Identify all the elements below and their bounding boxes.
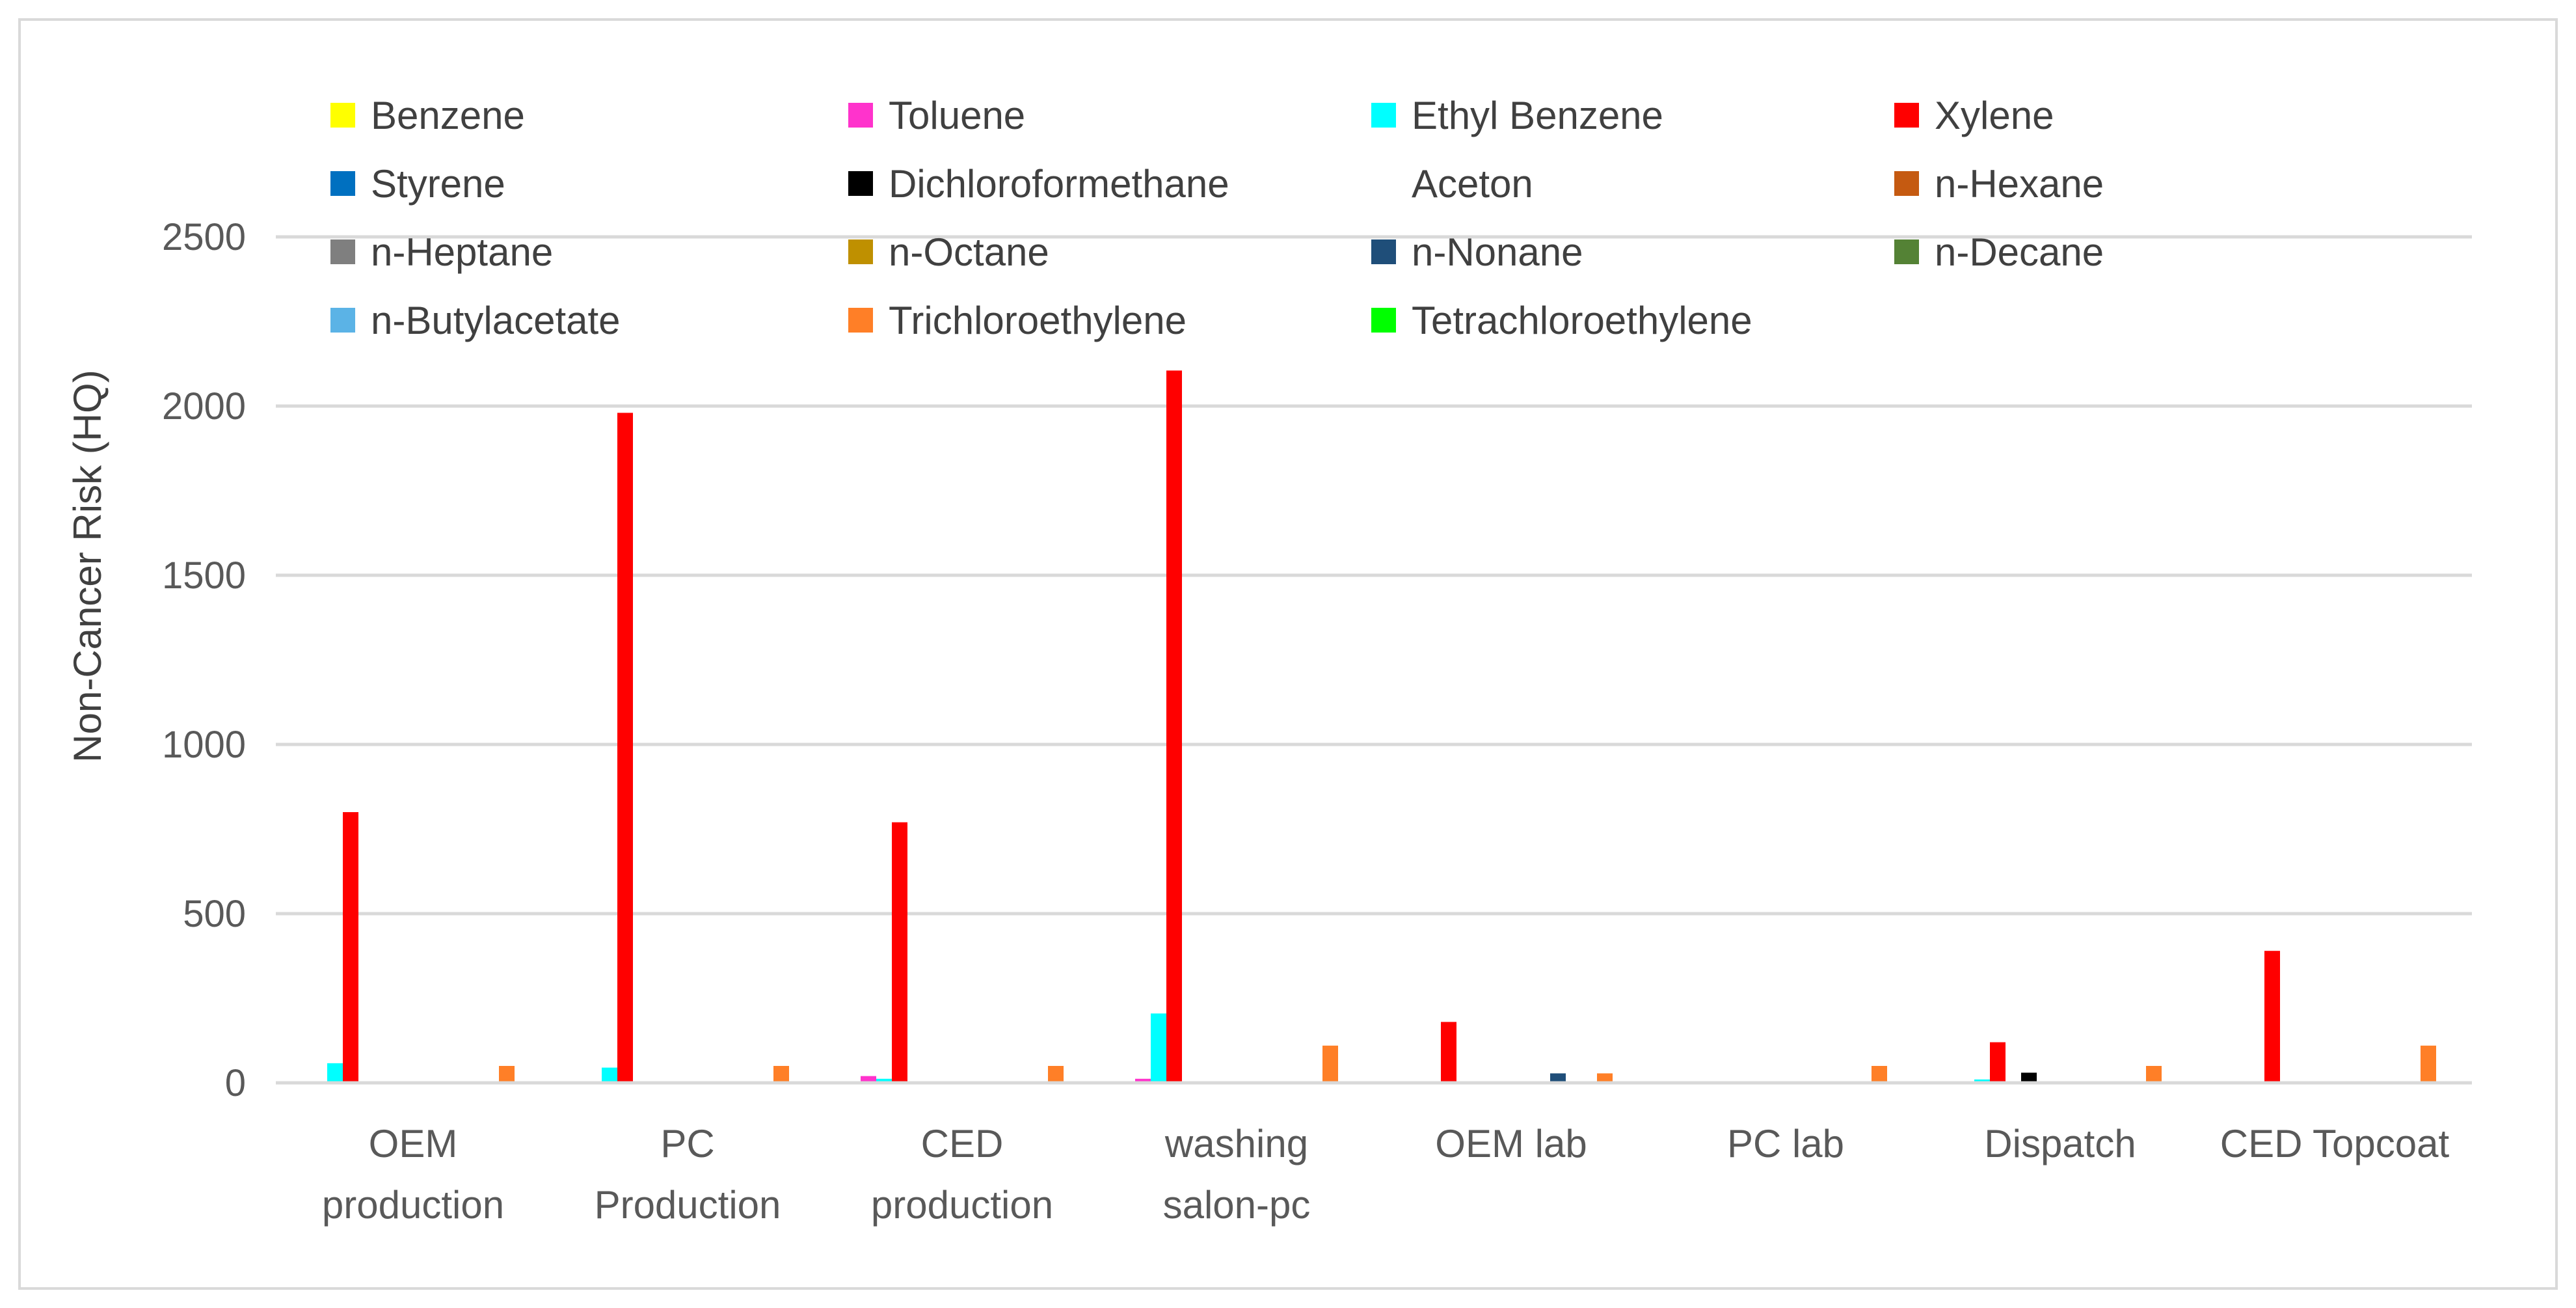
x-axis-category-labels: OEM production PC Production CED production wa… <box>322 1122 2450 1227</box>
y-axis-ticks: 0 500 1000 1500 2000 2500 <box>162 216 246 1104</box>
legend-swatch <box>1894 239 1919 264</box>
x-category-label: production <box>871 1183 1053 1227</box>
bars <box>327 370 2436 1083</box>
bar-ethyl-benzene <box>327 1063 343 1083</box>
bar-toluene <box>861 1076 876 1083</box>
bar-xylene <box>343 812 358 1083</box>
legend-swatch <box>330 171 355 196</box>
x-category-label: PC lab <box>1727 1122 1844 1165</box>
bar-n-nonane <box>1550 1073 1566 1083</box>
y-tick-label: 0 <box>225 1062 246 1104</box>
x-category-label: production <box>322 1183 504 1227</box>
bar-ethyl-benzene <box>1974 1079 1990 1083</box>
bar-ethyl-benzene <box>602 1067 617 1083</box>
legend-swatch <box>848 239 873 264</box>
legend-swatch <box>330 103 355 128</box>
x-category-label: PC <box>660 1122 714 1165</box>
legend-label: n-Hexane <box>1935 162 2104 206</box>
legend-label: Tetrachloroethylene <box>1412 299 1752 342</box>
legend-label: Trichloroethylene <box>889 299 1187 342</box>
gridlines <box>276 235 2472 916</box>
legend-label: n-Nonane <box>1412 230 1583 274</box>
legend-swatch <box>1894 103 1919 128</box>
legend-swatch <box>1371 103 1396 128</box>
bar-xylene <box>892 822 907 1083</box>
legend-swatch <box>1371 171 1396 196</box>
bar-dichloroformethane <box>2021 1072 2037 1083</box>
legend-label: n-Butylacetate <box>371 299 621 342</box>
legend-swatch <box>848 103 873 128</box>
bar-xylene <box>617 413 633 1083</box>
bar-trichloroethylene <box>2421 1045 2436 1083</box>
x-category-label: salon-pc <box>1163 1183 1311 1227</box>
bar-toluene <box>1135 1078 1151 1083</box>
bar-trichloroethylene <box>1048 1066 1064 1083</box>
legend: Benzene Toluene Ethyl Benzene Xylene Styrene… <box>330 94 2104 342</box>
legend-label: Styrene <box>371 162 505 206</box>
legend-swatch <box>1371 239 1396 264</box>
legend-label: Dichloroformethane <box>889 162 1229 206</box>
x-category-label: OEM <box>369 1122 458 1165</box>
bar-xylene <box>1990 1042 2006 1083</box>
legend-swatch <box>848 308 873 333</box>
x-category-label: Dispatch <box>1984 1122 2136 1165</box>
bar-trichloroethylene <box>773 1066 789 1083</box>
x-category-label: OEM lab <box>1435 1122 1587 1165</box>
bar-trichloroethylene <box>2146 1066 2162 1083</box>
y-tick-label: 1000 <box>162 724 246 766</box>
legend-label: Aceton <box>1412 162 1533 206</box>
x-category-label: CED <box>921 1122 1004 1165</box>
legend-label: n-Heptane <box>371 230 553 274</box>
y-tick-label: 1500 <box>162 554 246 597</box>
x-category-label: CED Topcoat <box>2220 1122 2450 1165</box>
legend-label: Benzene <box>371 94 525 137</box>
y-tick-label: 2000 <box>162 385 246 428</box>
bar-xylene <box>2264 951 2280 1083</box>
bar-trichloroethylene <box>1597 1073 1613 1083</box>
bar-ethyl-benzene <box>1151 1013 1166 1083</box>
bar-xylene <box>1166 370 1182 1083</box>
legend-swatch <box>1894 171 1919 196</box>
legend-label: Ethyl Benzene <box>1412 94 1663 137</box>
legend-label: Xylene <box>1935 94 2054 137</box>
y-tick-label: 2500 <box>162 216 246 258</box>
legend-label: Toluene <box>889 94 1025 137</box>
legend-label: n-Decane <box>1935 230 2104 274</box>
bar-xylene <box>1441 1022 1456 1083</box>
chart-frame <box>18 18 2558 1290</box>
legend-swatch <box>1371 308 1396 333</box>
y-axis-title: Non-Cancer Risk (HQ) <box>66 370 109 762</box>
legend-swatch <box>848 171 873 196</box>
bar-trichloroethylene <box>1872 1066 1887 1083</box>
bar-trichloroethylene <box>499 1066 515 1083</box>
bar-trichloroethylene <box>1322 1045 1338 1083</box>
x-category-label: Production <box>595 1183 781 1227</box>
x-category-label: washing <box>1164 1122 1308 1165</box>
bar-ethyl-benzene <box>876 1078 892 1083</box>
legend-swatch <box>330 239 355 264</box>
legend-label: n-Octane <box>889 230 1049 274</box>
y-tick-label: 500 <box>183 893 246 935</box>
legend-swatch <box>330 308 355 333</box>
